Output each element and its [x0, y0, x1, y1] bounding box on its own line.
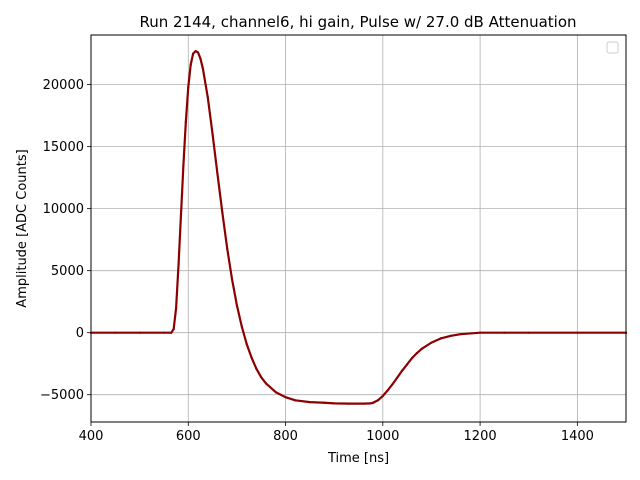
- grid: [90, 35, 626, 422]
- data-point: [211, 133, 214, 136]
- data-point: [420, 347, 423, 350]
- data-point: [194, 50, 197, 53]
- y-tick-label: 20000: [43, 78, 84, 93]
- data-point: [216, 172, 219, 176]
- data-point: [406, 363, 409, 366]
- data-point: [179, 213, 183, 216]
- data-point: [177, 263, 180, 266]
- data-point: [201, 67, 204, 70]
- chart-title: Run 2144, channel6, hi gain, Pulse w/ 27…: [139, 13, 576, 31]
- data-point: [415, 352, 418, 355]
- data-point: [391, 383, 394, 386]
- data-point: [162, 331, 166, 334]
- data-point: [196, 51, 200, 54]
- y-tick-label: 5000: [51, 264, 84, 279]
- x-tick-label: 1000: [366, 429, 399, 444]
- data-point: [369, 402, 372, 405]
- x-tick-label: 600: [176, 429, 201, 444]
- data-point: [459, 333, 462, 336]
- data-point: [410, 357, 414, 360]
- data-point: [184, 120, 187, 123]
- data-point: [226, 247, 229, 250]
- data-point: [347, 402, 350, 405]
- y-axis-label: Amplitude [ADC Counts]: [15, 149, 30, 307]
- data-point: [308, 401, 311, 404]
- data-point: [230, 278, 234, 281]
- data-point: [430, 341, 433, 344]
- data-point: [175, 306, 178, 309]
- data-point: [396, 376, 399, 379]
- data-point: [503, 331, 506, 334]
- data-point: [386, 389, 389, 392]
- data-point: [170, 331, 173, 334]
- data-point: [284, 396, 287, 399]
- data-point: [240, 325, 243, 328]
- data-point: [333, 402, 336, 405]
- data-point: [449, 334, 453, 337]
- data-point: [250, 356, 253, 359]
- y-tick-label: 0: [76, 326, 84, 341]
- data-point: [478, 331, 482, 334]
- data-point: [235, 304, 239, 307]
- data-point: [172, 327, 175, 331]
- data-point: [362, 402, 365, 405]
- data-point: [294, 399, 297, 402]
- y-tick-label: −5000: [40, 388, 84, 403]
- data-point: [114, 331, 117, 334]
- data-point: [206, 95, 209, 99]
- y-tick-label: 15000: [43, 140, 84, 155]
- data-point: [469, 332, 472, 335]
- data-point: [274, 391, 277, 394]
- data-point: [264, 382, 268, 385]
- series-layer: [89, 50, 628, 405]
- x-tick-label: 1200: [464, 429, 497, 444]
- ticks: 400 600 800 1000 1200 1400 −5000 0 5000 10000 1500…: [40, 78, 594, 444]
- pulse-series-line: [89, 50, 628, 405]
- data-point: [255, 367, 258, 370]
- data-point: [221, 211, 224, 214]
- data-point: [376, 399, 380, 402]
- data-point: [527, 331, 530, 334]
- data-point: [138, 331, 141, 334]
- data-point: [189, 63, 192, 66]
- data-point: [245, 342, 248, 345]
- y-tick-label: 10000: [43, 202, 84, 217]
- data-point: [371, 401, 375, 404]
- legend-box: [606, 41, 619, 54]
- data-point: [401, 369, 404, 372]
- data-point: [182, 164, 185, 167]
- data-point: [381, 394, 384, 398]
- data-point: [260, 376, 263, 379]
- x-tick-label: 800: [273, 429, 298, 444]
- data-point: [576, 331, 579, 334]
- data-point: [187, 85, 190, 89]
- x-axis-label: Time [ns]: [327, 451, 389, 466]
- plot-frame: [90, 34, 627, 423]
- data-point: [440, 337, 443, 340]
- data-point: [199, 57, 202, 60]
- data-point: [323, 401, 326, 404]
- x-tick-label: 400: [79, 429, 104, 444]
- data-point: [192, 52, 195, 55]
- x-tick-label: 1400: [561, 429, 594, 444]
